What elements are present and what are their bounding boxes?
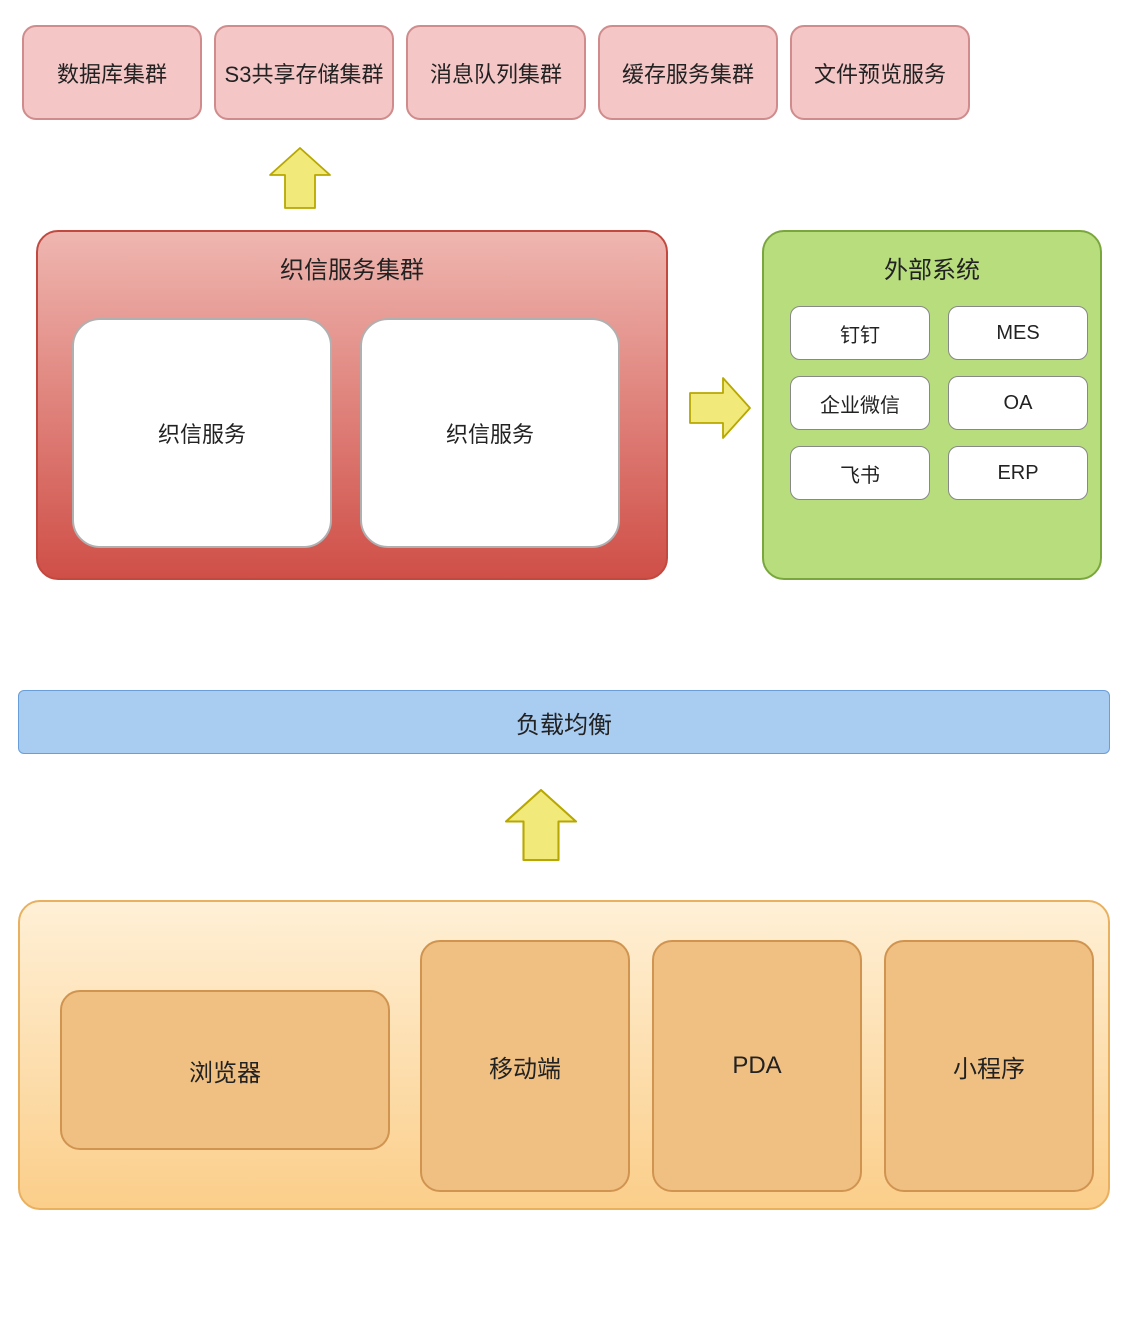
top-node-3: 缓存服务集群 [598, 25, 778, 120]
service-node-0: 织信服务 [72, 318, 332, 548]
client-node-0: 浏览器 [60, 990, 390, 1150]
top-node-1: S3共享存储集群 [214, 25, 394, 120]
external-item-0: 钉钉 [790, 306, 930, 360]
external-item-4: 飞书 [790, 446, 930, 500]
top-node-4: 文件预览服务 [790, 25, 970, 120]
service-cluster-title: 织信服务集群 [38, 250, 666, 285]
client-node-2: PDA [652, 940, 862, 1192]
service-node-1: 织信服务 [360, 318, 620, 548]
load-balancer: 负载均衡 [18, 690, 1110, 754]
external-item-2: 企业微信 [790, 376, 930, 430]
top-node-0: 数据库集群 [22, 25, 202, 120]
arrow-up-to-storage [270, 148, 330, 208]
top-node-2: 消息队列集群 [406, 25, 586, 120]
external-item-5: ERP [948, 446, 1088, 500]
client-node-1: 移动端 [420, 940, 630, 1192]
client-node-3: 小程序 [884, 940, 1094, 1192]
external-item-1: MES [948, 306, 1088, 360]
arrow-up-to-balancer [506, 790, 576, 860]
arrow-right-to-external [690, 378, 750, 438]
external-title: 外部系统 [764, 250, 1100, 285]
external-item-3: OA [948, 376, 1088, 430]
